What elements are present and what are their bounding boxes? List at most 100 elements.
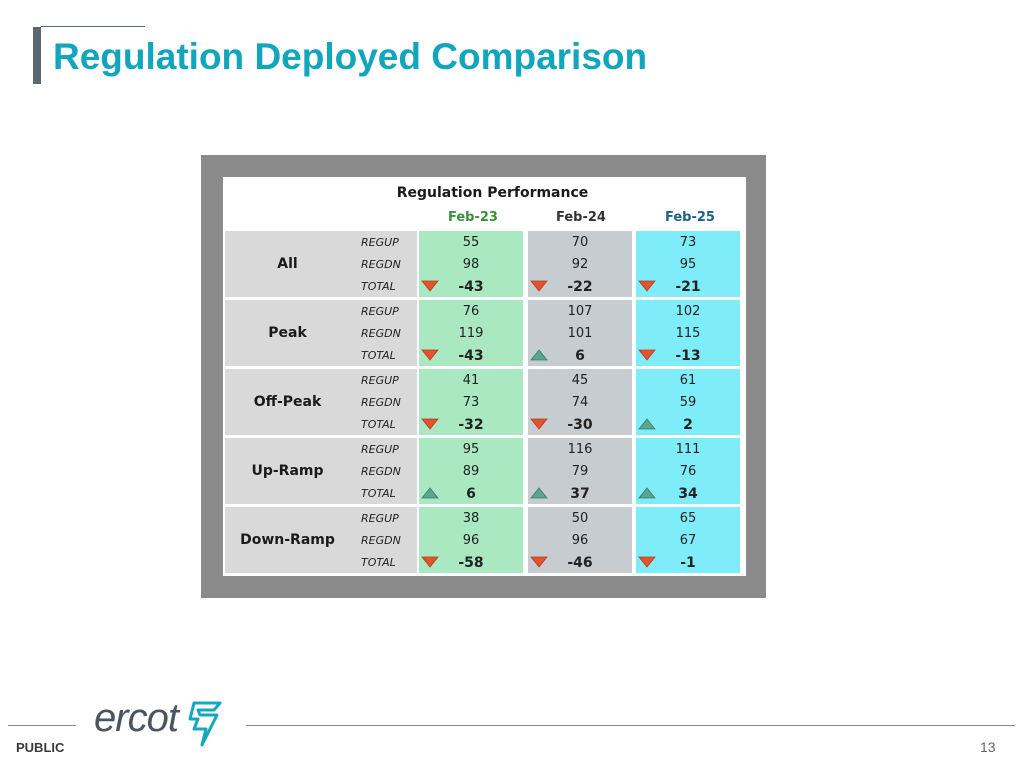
group-label-cell: Down-Ramp REGUP REGDN TOTAL bbox=[225, 507, 417, 573]
value: 79 bbox=[571, 464, 589, 479]
value-cell: 55 98 -43 bbox=[419, 231, 523, 297]
value: 111 bbox=[675, 442, 701, 457]
triangle-up-icon bbox=[638, 487, 656, 499]
row-type-label: REGUP bbox=[361, 512, 399, 525]
value-cell: 41 73 -32 bbox=[419, 369, 523, 435]
row-type-label: REGDN bbox=[361, 465, 401, 478]
row-type-label: TOTAL bbox=[361, 418, 396, 431]
ercot-lightning-logo-icon bbox=[188, 701, 222, 747]
group-label-cell: Peak REGUP REGDN TOTAL bbox=[225, 300, 417, 366]
group-name: Off-Peak bbox=[253, 394, 322, 410]
value-cell: 116 79 37 bbox=[528, 438, 632, 504]
page-number: 13 bbox=[980, 739, 996, 755]
value: 76 bbox=[679, 464, 697, 479]
total-value: 34 bbox=[678, 486, 698, 502]
slide-title: Regulation Deployed Comparison bbox=[53, 36, 648, 77]
value: 59 bbox=[679, 395, 697, 410]
triangle-up-icon bbox=[530, 349, 548, 361]
value-cell: 65 67 -1 bbox=[636, 507, 740, 573]
value: 89 bbox=[462, 464, 480, 479]
value: 50 bbox=[571, 511, 589, 526]
value: 119 bbox=[458, 326, 484, 341]
value: 76 bbox=[462, 304, 480, 319]
triangle-down-icon bbox=[421, 349, 439, 361]
footer-divider-left bbox=[8, 725, 76, 726]
value: 102 bbox=[675, 304, 701, 319]
triangle-up-icon bbox=[638, 418, 656, 430]
group-name: All bbox=[277, 256, 298, 272]
row-type-label: REGDN bbox=[361, 396, 401, 409]
value: 92 bbox=[571, 257, 589, 272]
title-accent-bar bbox=[33, 27, 41, 84]
table-group: Down-Ramp REGUP REGDN TOTAL 38 96 -58 50 96 -46 65… bbox=[225, 507, 744, 573]
total-value: 37 bbox=[570, 486, 590, 502]
total-value: -43 bbox=[458, 348, 484, 364]
value-cell: 61 59 2 bbox=[636, 369, 740, 435]
total-value: 2 bbox=[683, 417, 693, 433]
row-type-label: TOTAL bbox=[361, 280, 396, 293]
triangle-down-icon bbox=[421, 556, 439, 568]
triangle-down-icon bbox=[530, 280, 548, 292]
ercot-logo-text: ercot bbox=[94, 696, 179, 740]
group-label-cell: All REGUP REGDN TOTAL bbox=[225, 231, 417, 297]
value-cell: 38 96 -58 bbox=[419, 507, 523, 573]
triangle-down-icon bbox=[421, 418, 439, 430]
value: 65 bbox=[679, 511, 697, 526]
group-name: Down-Ramp bbox=[240, 532, 335, 548]
triangle-down-icon bbox=[638, 556, 656, 568]
value-cell: 102 115 -13 bbox=[636, 300, 740, 366]
total-value: -58 bbox=[458, 555, 484, 571]
total-value: 6 bbox=[575, 348, 585, 364]
value-cell: 45 74 -30 bbox=[528, 369, 632, 435]
triangle-down-icon bbox=[530, 556, 548, 568]
title-accent-line bbox=[41, 26, 145, 27]
value: 96 bbox=[571, 533, 589, 548]
classification-label: PUBLIC bbox=[16, 740, 65, 755]
triangle-down-icon bbox=[421, 280, 439, 292]
total-value: -30 bbox=[567, 417, 593, 433]
footer-divider-right bbox=[246, 725, 1015, 726]
row-type-label: REGDN bbox=[361, 258, 401, 271]
total-value: -13 bbox=[675, 348, 701, 364]
value: 115 bbox=[675, 326, 701, 341]
row-type-label: REGUP bbox=[361, 305, 399, 318]
value: 55 bbox=[462, 235, 480, 250]
column-header-feb-23: Feb-23 bbox=[448, 210, 498, 225]
triangle-down-icon bbox=[638, 349, 656, 361]
value: 101 bbox=[567, 326, 593, 341]
total-value: -1 bbox=[680, 555, 696, 571]
value: 73 bbox=[679, 235, 697, 250]
regulation-table: Regulation Performance Feb-23 Feb-24 Feb… bbox=[223, 177, 746, 576]
table-group: Up-Ramp REGUP REGDN TOTAL 95 89 6 116 79 37 111 76 3… bbox=[225, 438, 744, 504]
value: 61 bbox=[679, 373, 697, 388]
total-value: -22 bbox=[567, 279, 593, 295]
triangle-up-icon bbox=[530, 487, 548, 499]
group-name: Up-Ramp bbox=[251, 463, 324, 479]
table-group: All REGUP REGDN TOTAL 55 98 -43 70 92 -22 73 95 -21 bbox=[225, 231, 744, 297]
value: 45 bbox=[571, 373, 589, 388]
table-caption: Regulation Performance bbox=[396, 185, 589, 201]
row-type-label: REGUP bbox=[361, 236, 399, 249]
total-value: 6 bbox=[466, 486, 476, 502]
value-cell: 111 76 34 bbox=[636, 438, 740, 504]
value: 41 bbox=[462, 373, 480, 388]
value: 95 bbox=[462, 442, 480, 457]
value: 107 bbox=[567, 304, 593, 319]
value: 116 bbox=[567, 442, 593, 457]
value-cell: 76 119 -43 bbox=[419, 300, 523, 366]
value: 67 bbox=[679, 533, 697, 548]
row-type-label: REGDN bbox=[361, 327, 401, 340]
row-type-label: REGDN bbox=[361, 534, 401, 547]
row-type-label: TOTAL bbox=[361, 487, 396, 500]
triangle-down-icon bbox=[530, 418, 548, 430]
value: 98 bbox=[462, 257, 480, 272]
row-type-label: TOTAL bbox=[361, 556, 396, 569]
total-value: -46 bbox=[567, 555, 593, 571]
row-type-label: REGUP bbox=[361, 374, 399, 387]
value-cell: 95 89 6 bbox=[419, 438, 523, 504]
table-group: Off-Peak REGUP REGDN TOTAL 41 73 -32 45 74 -30 61 5… bbox=[225, 369, 744, 435]
total-value: -43 bbox=[458, 279, 484, 295]
value: 73 bbox=[462, 395, 480, 410]
value-cell: 70 92 -22 bbox=[528, 231, 632, 297]
value: 38 bbox=[462, 511, 480, 526]
